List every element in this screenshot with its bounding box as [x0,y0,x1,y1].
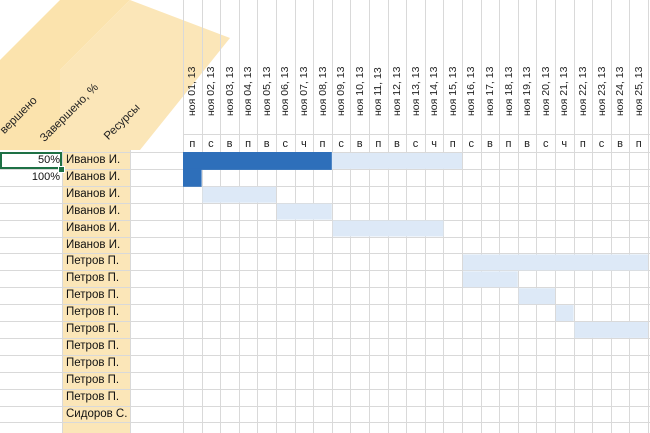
resource-cell[interactable]: Петров П. [66,373,120,386]
resource-cell[interactable]: Иванов И. [66,154,121,166]
resource-cell[interactable]: Петров П. [66,356,120,369]
date-header-label: ноя 09, 13 [335,66,348,116]
resource-cell[interactable]: Иванов И. [66,221,121,234]
weekday-cell[interactable]: ч [301,138,307,150]
resource-cell[interactable]: Петров П. [66,390,120,403]
resources-header-band [60,0,230,150]
resource-cell[interactable]: Иванов И. [66,187,121,200]
weekday-cell[interactable]: п [635,138,642,150]
weekday-cell[interactable]: в [393,138,400,150]
weekday-cell[interactable]: п [189,138,196,150]
weekday-cell[interactable]: ч [561,138,568,150]
task-bar-planned [463,254,648,271]
completed-header-band [0,0,130,150]
resource-column-fill [62,150,130,433]
date-header-label: ноя 21, 13 [558,66,571,116]
date-header-label: ноя 25, 13 [632,66,645,116]
date-header-label: ноя 01, 13 [186,66,199,116]
weekday-cell[interactable]: с [542,138,549,150]
resource-cell[interactable]: Сидоров С. [66,407,128,420]
date-header-label: ноя 04, 13 [242,66,255,116]
date-header-label: ноя 07, 13 [297,66,310,116]
gantt-bars [183,152,648,338]
resource-cell[interactable]: Петров П. [66,323,120,335]
date-header-label: ноя 06, 13 [279,66,292,116]
resource-cell[interactable]: Иванов И. [66,170,121,183]
weekday-cell[interactable]: п [449,138,456,150]
date-header-label: ноя 03, 13 [223,66,236,116]
fill-handle[interactable] [58,166,65,173]
weekday-cell[interactable]: с [598,138,605,150]
task-bar-planned [574,322,648,338]
task-bar-planned [332,220,444,237]
date-header-label: ноя 02, 13 [204,66,217,116]
resource-cell[interactable]: Иванов И. [66,238,121,251]
weekday-cell[interactable]: п [579,138,586,150]
weekday-cell[interactable]: п [505,138,512,150]
date-header-label: ноя 10, 13 [353,66,366,116]
date-header-label: ноя 12, 13 [390,66,403,116]
date-header-label: ноя 16, 13 [465,66,478,116]
weekday-cell[interactable]: в [524,138,531,150]
weekday-cell[interactable]: с [282,138,289,150]
weekday-cell[interactable]: с [468,138,475,150]
task-bar-done [183,168,202,187]
resource-cell[interactable]: Петров П. [66,339,120,352]
resource-cell[interactable]: Петров П. [66,306,120,319]
date-header-label: ноя 13, 13 [409,66,422,116]
task-bar-planned [556,305,574,321]
weekday-cell[interactable]: в [226,138,233,150]
weekday-cell[interactable]: ч [431,138,437,150]
weekday-cell[interactable]: в [486,138,493,150]
task-bar-planned [202,186,276,203]
weekday-cell[interactable]: с [412,138,419,150]
date-header-label: ноя 17, 13 [483,66,496,116]
completed-pct-cell[interactable]: 50% [37,154,60,166]
weekday-cell[interactable]: в [263,138,270,150]
resource-cell[interactable]: Петров П. [66,255,120,268]
date-header-label: ноя 11, 13 [372,67,385,116]
weekday-cell[interactable]: в [617,138,624,150]
date-header-label: ноя 20, 13 [539,66,552,116]
task-bar-done [183,152,332,170]
weekday-cell[interactable]: п [319,138,326,150]
weekday-cell[interactable]: с [208,138,214,150]
weekday-cell[interactable]: в [356,138,363,150]
task-bar-planned [518,288,555,305]
weekday-cell[interactable]: с [338,138,344,150]
date-header-label: ноя 08, 13 [316,66,329,116]
date-header-label: ноя 19, 13 [521,66,534,116]
resource-cell[interactable]: Петров П. [66,272,120,285]
date-header-label: ноя 22, 13 [576,66,589,116]
completed-pct-cell[interactable]: 100% [31,170,60,183]
date-header-label: ноя 23, 13 [595,66,608,116]
weekday-cell[interactable]: п [245,138,252,150]
date-header-label: ноя 18, 13 [502,66,515,116]
weekday-cell[interactable]: п [375,138,382,150]
date-header-label: ноя 15, 13 [446,66,459,116]
resource-cell[interactable]: Иванов И. [66,204,121,217]
task-bar-planned [277,203,332,220]
date-header-label: ноя 14, 13 [428,66,441,116]
date-header-label: ноя 05, 13 [260,66,273,116]
resource-cell[interactable]: Петров П. [66,289,120,302]
date-header-label: ноя 24, 13 [614,66,627,116]
task-bar-planned [463,271,518,288]
